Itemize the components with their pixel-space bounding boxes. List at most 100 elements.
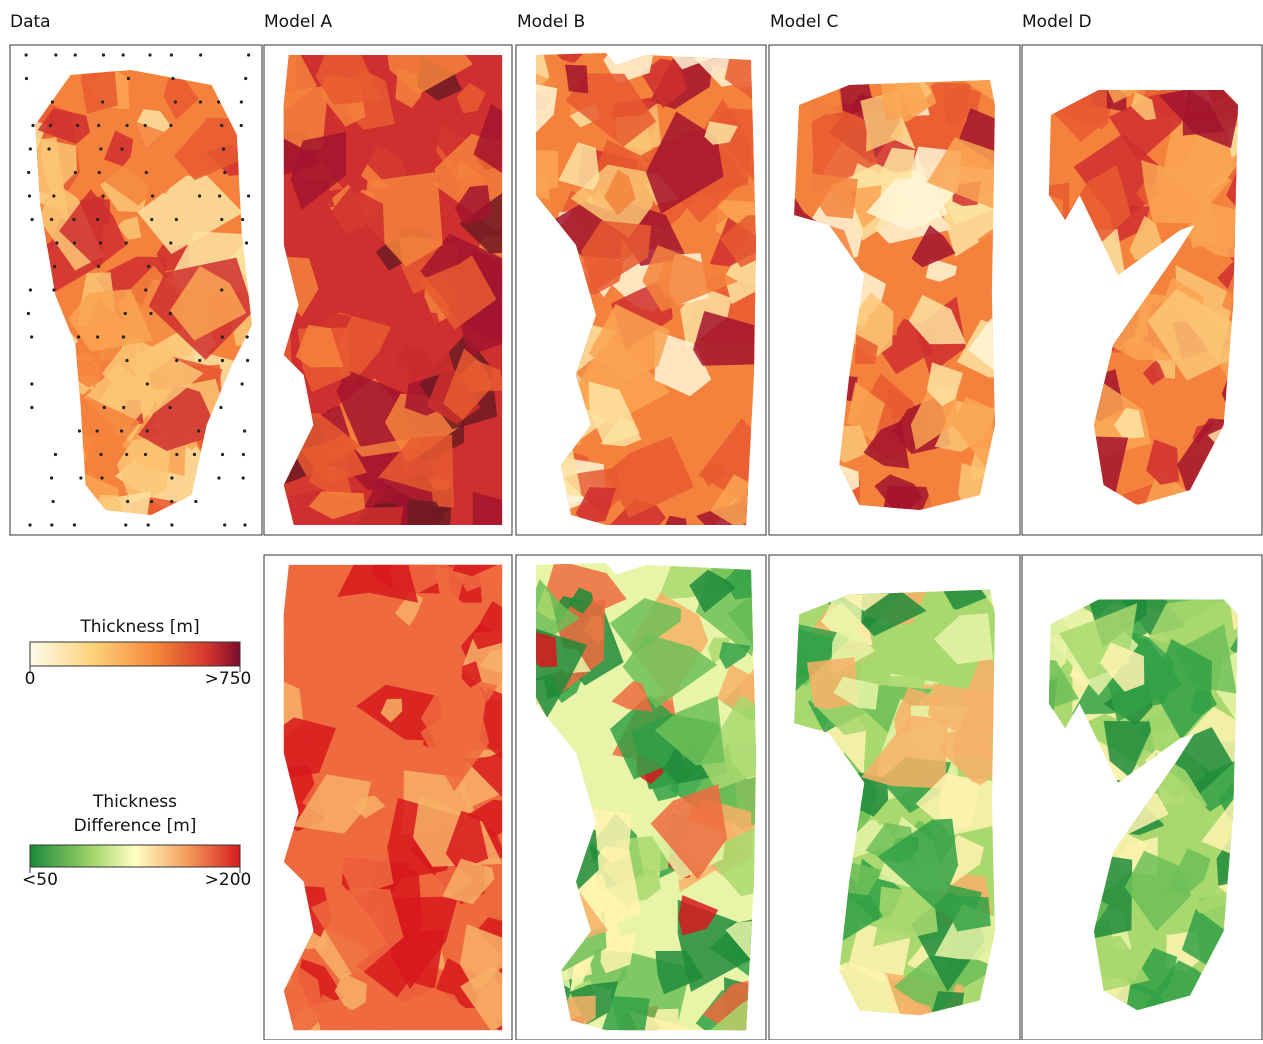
- sample-point: [102, 53, 105, 56]
- sample-point: [102, 194, 105, 197]
- sample-point: [52, 194, 55, 197]
- colorbar: [30, 642, 240, 666]
- sample-point: [50, 523, 53, 526]
- sample-point: [76, 124, 79, 127]
- sample-point: [96, 429, 99, 432]
- sample-point: [29, 147, 32, 150]
- sample-point: [25, 77, 28, 80]
- sample-point: [30, 382, 33, 385]
- sample-point: [144, 288, 147, 291]
- sample-point: [150, 500, 153, 503]
- sample-point: [198, 194, 201, 197]
- sample-point: [25, 53, 28, 56]
- sample-point: [199, 53, 202, 56]
- sample-point: [174, 100, 177, 103]
- sample-point: [149, 312, 152, 315]
- legend-label: >200: [205, 870, 252, 890]
- sample-point: [31, 218, 34, 221]
- panel-title: Data: [10, 12, 51, 32]
- sample-point: [217, 476, 220, 479]
- sample-point: [54, 53, 57, 56]
- sample-point: [52, 500, 55, 503]
- sample-point: [124, 312, 127, 315]
- sample-point: [145, 171, 148, 174]
- sample-point: [241, 218, 244, 221]
- panel-title: Model A: [264, 12, 332, 32]
- sample-point: [30, 406, 33, 409]
- legend-label: >750: [205, 669, 252, 689]
- sample-point: [77, 335, 80, 338]
- sample-point: [54, 453, 57, 456]
- sample-point: [245, 241, 248, 244]
- sample-point: [47, 147, 50, 150]
- panels: [0, 0, 1263, 1040]
- sample-point: [97, 265, 100, 268]
- sample-point: [120, 147, 123, 150]
- sample-point: [222, 147, 225, 150]
- sample-point: [144, 124, 147, 127]
- sample-point: [246, 335, 249, 338]
- legend-label: <50: [22, 870, 58, 890]
- sample-point: [79, 476, 82, 479]
- sample-point: [220, 124, 223, 127]
- sample-point: [175, 453, 178, 456]
- sample-point: [125, 241, 128, 244]
- sample-point: [122, 53, 125, 56]
- sample-point: [220, 288, 223, 291]
- sample-point: [74, 53, 77, 56]
- sample-point: [219, 406, 222, 409]
- sample-point: [127, 77, 130, 80]
- sample-point: [146, 382, 149, 385]
- sample-point: [29, 288, 32, 291]
- sample-point: [74, 171, 77, 174]
- legend-label: 0: [25, 669, 36, 689]
- sample-point: [247, 53, 250, 56]
- sample-point: [170, 523, 173, 526]
- sample-point: [103, 406, 106, 409]
- sample-point: [175, 359, 178, 362]
- sample-point: [73, 241, 76, 244]
- sample-point: [242, 453, 245, 456]
- sample-point: [99, 147, 102, 150]
- sample-point: [170, 500, 173, 503]
- panel-title: Model D: [1022, 12, 1092, 32]
- sample-point: [27, 171, 30, 174]
- sample-point: [148, 53, 151, 56]
- sample-point: [221, 359, 224, 362]
- sample-point: [99, 453, 102, 456]
- sample-point: [223, 523, 226, 526]
- sample-point: [240, 382, 243, 385]
- sample-point: [240, 100, 243, 103]
- sample-point: [122, 406, 125, 409]
- sample-point: [125, 359, 128, 362]
- sample-point: [171, 77, 174, 80]
- sample-point: [220, 218, 223, 221]
- sample-point: [240, 124, 243, 127]
- sample-point: [218, 194, 221, 197]
- sample-point: [147, 523, 150, 526]
- sample-point: [246, 359, 249, 362]
- sample-point: [150, 218, 153, 221]
- sample-point: [170, 476, 173, 479]
- sample-point: [126, 500, 129, 503]
- sample-point: [124, 523, 127, 526]
- sample-point: [169, 312, 172, 315]
- sample-point: [28, 194, 31, 197]
- sample-point: [244, 77, 247, 80]
- figure: Data Model A Model B Model C Model D Thi…: [0, 0, 1263, 1040]
- sample-point: [96, 218, 99, 221]
- sample-point: [27, 312, 30, 315]
- sample-point: [53, 265, 56, 268]
- sample-point: [30, 335, 33, 338]
- sample-point: [122, 335, 125, 338]
- sample-point: [51, 100, 54, 103]
- sample-point: [217, 100, 220, 103]
- sample-point: [175, 218, 178, 221]
- sample-point: [72, 218, 75, 221]
- sample-point: [193, 453, 196, 456]
- sample-point: [242, 476, 245, 479]
- sample-point: [247, 194, 250, 197]
- sample-point: [100, 476, 103, 479]
- legend-title: Difference [m]: [74, 816, 197, 836]
- sample-point: [125, 453, 128, 456]
